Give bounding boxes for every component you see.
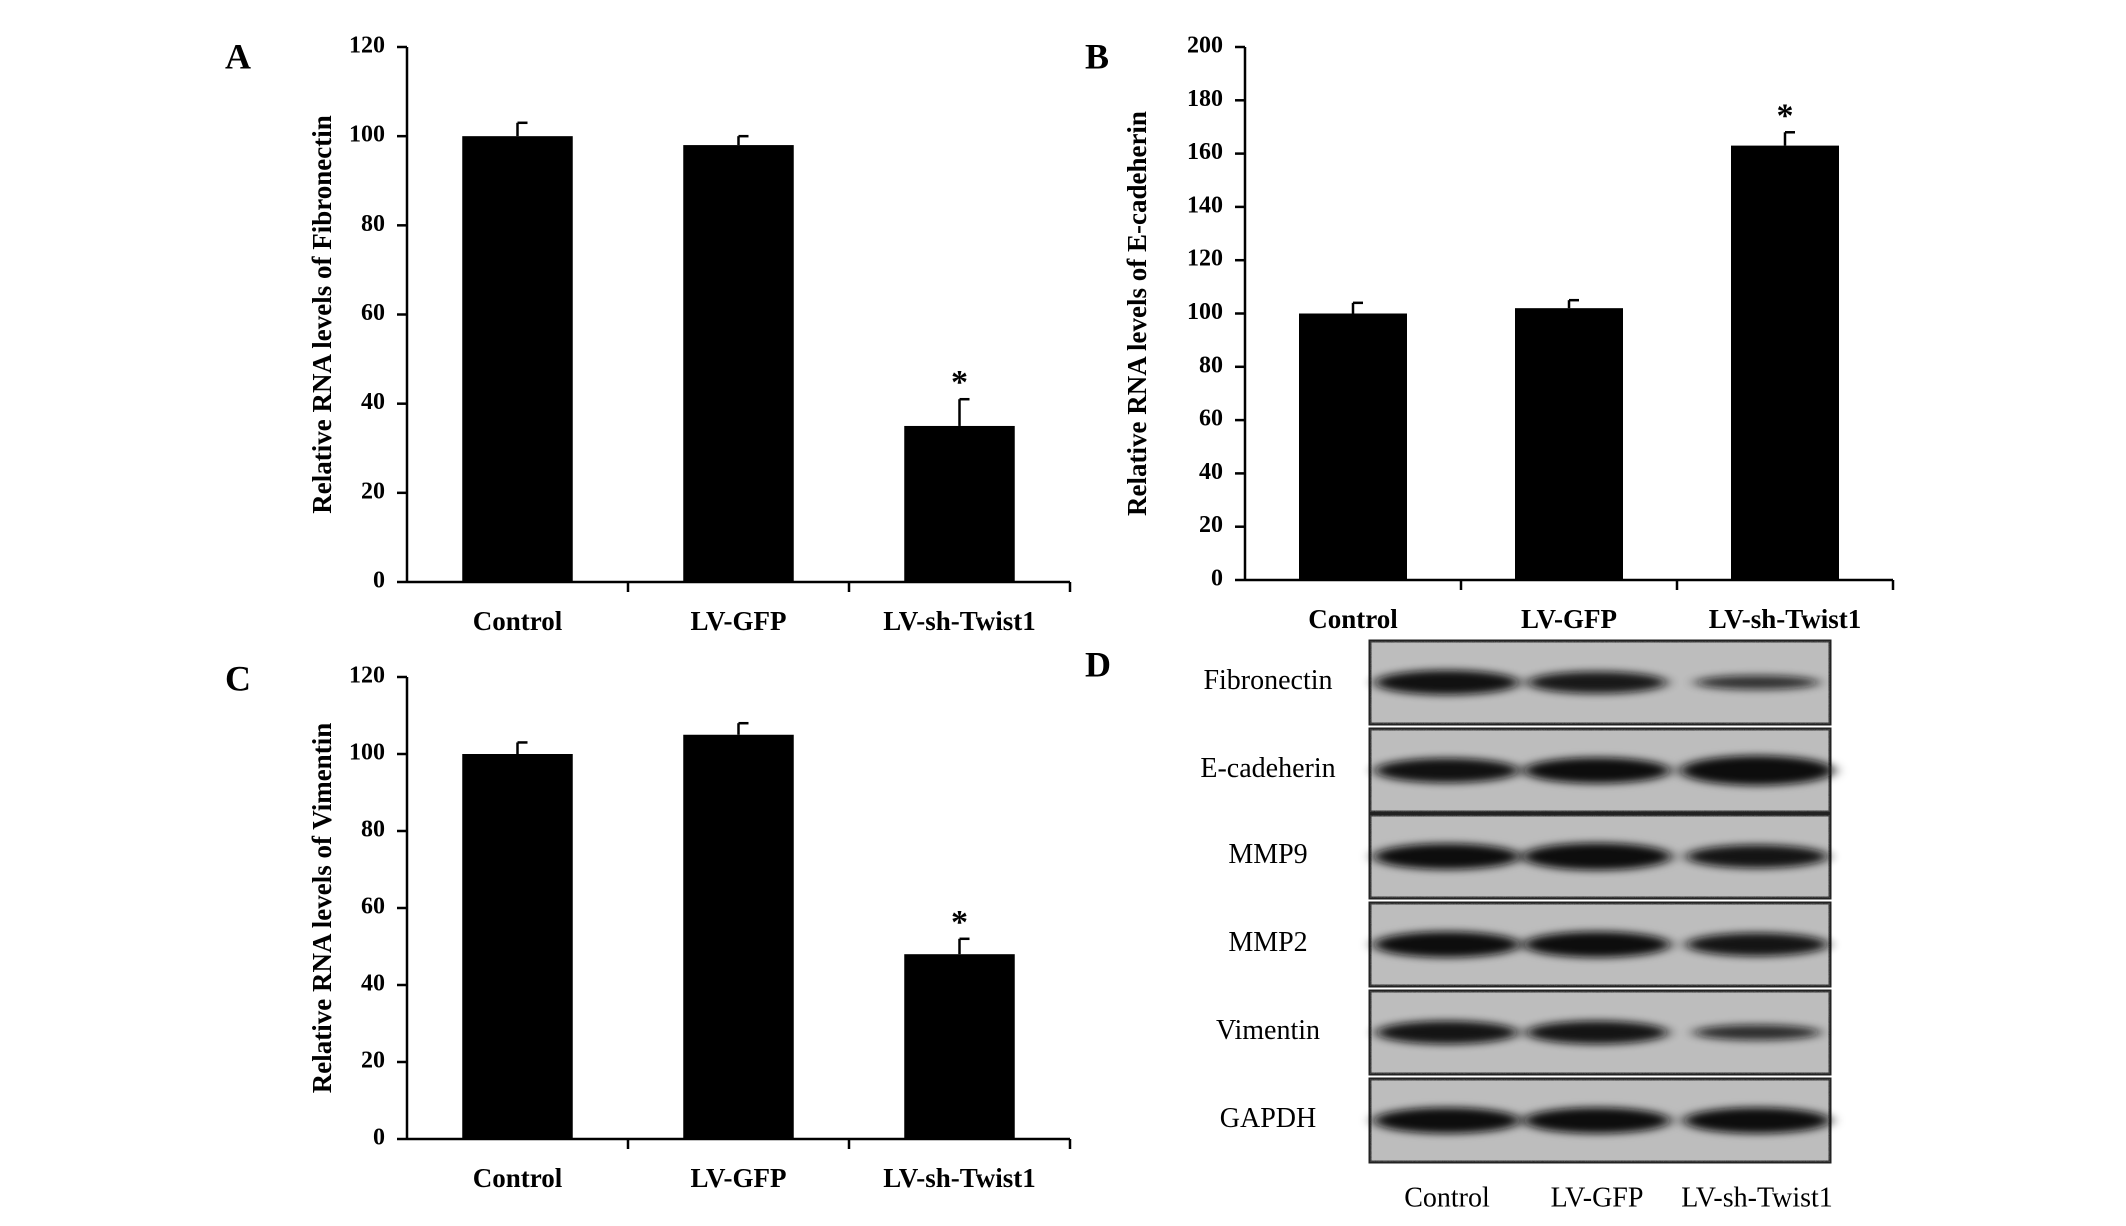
panel-a-y-tick-label: 40 (361, 389, 385, 415)
panel-b-y-tick-label: 160 (1187, 139, 1223, 165)
blot-row-label: E-cadeherin (1200, 753, 1335, 784)
blot-lane-label: LV-sh-Twist1 (1681, 1182, 1833, 1213)
panel-c-bar (462, 754, 573, 1139)
blot-strip-gapdh (1368, 1077, 1832, 1164)
panel-c-category-label: Control (473, 1163, 563, 1193)
blot-band-lv-gfp (1527, 671, 1667, 694)
panel-c-y-tick-label: 80 (361, 817, 385, 843)
panel-c-bar (904, 954, 1015, 1139)
panel-d-western-blot: D Fibronectin E-cadeherin MMP9 MMP2 Vimentin G… (1085, 639, 1834, 1213)
blot-band-lv-sh-twist1 (1680, 755, 1834, 786)
blot-band-lv-gfp (1522, 842, 1672, 871)
panel-a-y-tick-label: 0 (373, 568, 385, 594)
panel-b-category-label: LV-GFP (1521, 604, 1617, 634)
panel-b-y-tick-label: 100 (1187, 299, 1223, 325)
blot-band-lv-gfp (1523, 931, 1671, 958)
panel-a-y-tick-label: 20 (361, 478, 385, 504)
blot-band-control (1374, 758, 1520, 783)
panel-a-category-label: Control (473, 606, 563, 636)
blot-band-control (1373, 1107, 1521, 1134)
panel-a-chart: A 0 20 40 60 80 100 120 Relative RNA levels of F… (225, 33, 1072, 636)
blot-band-lv-sh-twist1 (1694, 675, 1820, 690)
blot-band-lv-gfp (1523, 1107, 1671, 1134)
panel-b-y-tick-label: 180 (1187, 86, 1223, 112)
blot-band-control (1373, 931, 1521, 958)
blot-strip-e-cadeherin (1368, 727, 1834, 814)
panel-c-y-tick-label: 120 (349, 663, 385, 689)
panel-c-y-tick-label: 0 (373, 1125, 385, 1151)
blot-band-lv-gfp (1523, 757, 1671, 784)
panel-b-bar (1731, 145, 1839, 581)
panel-b-bar (1515, 308, 1623, 580)
blot-band-lv-sh-twist1 (1685, 932, 1829, 957)
panel-a-category-label: LV-sh-Twist1 (883, 606, 1036, 636)
blot-lane-label: LV-GFP (1551, 1182, 1644, 1213)
panel-c-bar (683, 734, 794, 1139)
panel-a-bar (462, 136, 573, 582)
panel-b-significance-marker: * (1777, 97, 1794, 134)
panel-c-category-label: LV-GFP (690, 1163, 786, 1193)
panel-b-y-tick-label: 80 (1199, 352, 1223, 378)
panel-b-y-tick-label: 120 (1187, 246, 1223, 272)
blot-band-lv-sh-twist1 (1683, 1107, 1831, 1134)
panel-a-y-tick-label: 100 (349, 122, 385, 148)
panel-c-y-tick-label: 20 (361, 1048, 385, 1074)
blot-lane-label: Control (1404, 1182, 1490, 1213)
panel-b-chart: B 0 20 40 60 80 100 120 140 160 180 200 Relative RNA… (1085, 33, 1895, 634)
panel-b-category-label: LV-sh-Twist1 (1709, 604, 1862, 634)
panel-a-bar (683, 145, 794, 583)
blot-row-label: GAPDH (1220, 1103, 1316, 1134)
panel-a-y-tick-label: 80 (361, 211, 385, 237)
panel-a-y-tick-label: 120 (349, 33, 385, 59)
panel-c-chart: C 0 20 40 60 80 100 120 Relative RNA levels of V… (225, 658, 1072, 1193)
panel-d-letter: D (1085, 644, 1111, 684)
panel-b-y-axis-label: Relative RNA levels of E-cadeherin (1122, 111, 1152, 516)
panel-b-category-label: Control (1308, 604, 1398, 634)
panel-c-y-tick-label: 100 (349, 740, 385, 766)
panel-c-letter: C (225, 658, 251, 698)
panel-a-letter: A (225, 36, 251, 76)
blot-band-control (1373, 843, 1521, 870)
blot-band-lv-sh-twist1 (1693, 1024, 1821, 1041)
panel-a-category-label: LV-GFP (690, 606, 786, 636)
panel-c-category-label: LV-sh-Twist1 (883, 1163, 1036, 1193)
panel-b-letter: B (1085, 36, 1109, 76)
blot-row-label: MMP9 (1228, 839, 1307, 870)
blot-band-lv-sh-twist1 (1685, 844, 1829, 869)
panel-b-bar (1299, 313, 1407, 580)
panel-c-significance-marker: * (951, 904, 968, 941)
blot-row-label: Vimentin (1216, 1015, 1320, 1046)
blot-band-control (1375, 1020, 1519, 1045)
panel-c-y-axis-label: Relative RNA levels of Vimentin (307, 723, 337, 1093)
blot-strip-mmp2 (1368, 901, 1832, 988)
panel-b-y-tick-label: 200 (1187, 33, 1223, 59)
blot-row-label: MMP2 (1228, 927, 1307, 958)
blot-strip-mmp9 (1368, 813, 1832, 900)
panel-a-bar (904, 425, 1015, 582)
panel-c-y-tick-label: 60 (361, 894, 385, 920)
panel-a-y-axis-label: Relative RNA levels of Fibronectin (307, 115, 337, 513)
blot-band-control (1374, 670, 1520, 695)
blot-row-label: Fibronectin (1203, 665, 1332, 696)
panel-b-y-tick-label: 140 (1187, 192, 1223, 218)
panel-b-y-tick-label: 0 (1211, 566, 1223, 592)
blot-band-lv-gfp (1525, 1020, 1669, 1045)
panel-b-y-tick-label: 20 (1199, 512, 1223, 538)
panel-b-y-tick-label: 40 (1199, 459, 1223, 485)
panel-c-y-tick-label: 40 (361, 971, 385, 997)
panel-a-y-tick-label: 60 (361, 300, 385, 326)
blot-strip-fibronectin (1368, 639, 1832, 726)
blot-strip-vimentin (1368, 989, 1832, 1076)
panel-a-significance-marker: * (951, 364, 968, 401)
panel-b-y-tick-label: 60 (1199, 406, 1223, 432)
